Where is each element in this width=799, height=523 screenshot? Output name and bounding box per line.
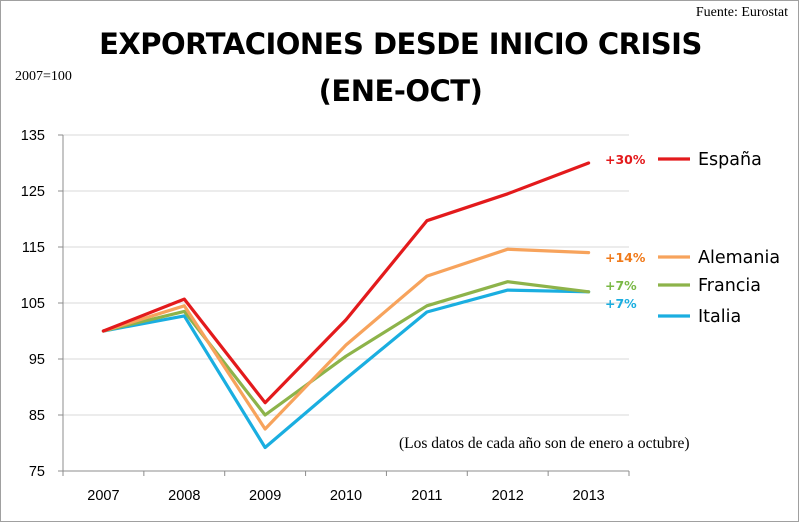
change-label: +14% bbox=[605, 250, 646, 265]
change-label: +7% bbox=[605, 278, 637, 293]
change-label: +30% bbox=[605, 152, 646, 167]
legend-label: España bbox=[698, 150, 762, 170]
source-label: Fuente: Eurostat bbox=[695, 5, 788, 20]
x-tick-label: 2009 bbox=[249, 488, 281, 504]
x-tick-label: 2012 bbox=[492, 488, 524, 504]
series-line-espana bbox=[101, 161, 591, 405]
series-line-alemania bbox=[101, 247, 591, 431]
change-labels: +30% +14% +7% +7% bbox=[605, 152, 646, 311]
legend-label: Francia bbox=[698, 276, 761, 296]
y-tick-label: 135 bbox=[21, 128, 45, 144]
y-tick-label: 115 bbox=[22, 240, 45, 256]
series-line-italia bbox=[101, 288, 591, 450]
legend: España Alemania Francia Italia bbox=[658, 150, 780, 327]
x-tick-label: 2010 bbox=[330, 488, 362, 504]
y-tick-label: 75 bbox=[29, 464, 45, 480]
chart-title-line2: (ENE-OCT) bbox=[318, 74, 483, 108]
gridlines bbox=[63, 134, 629, 416]
axes: 75 85 95 105 115 125 135 2007 2008 2009 2010 2011 20… bbox=[21, 128, 630, 504]
series-lines bbox=[101, 161, 591, 450]
x-tick-label: 2007 bbox=[87, 488, 119, 504]
x-tick-label: 2008 bbox=[168, 488, 200, 504]
y-axis-base-label: 2007=100 bbox=[15, 69, 72, 84]
chart-title-line1: EXPORTACIONES DESDE INICIO CRISIS bbox=[99, 27, 702, 61]
y-tick-label: 125 bbox=[21, 184, 45, 200]
y-tick-label: 85 bbox=[29, 408, 45, 424]
legend-label: Italia bbox=[698, 307, 741, 327]
x-tick-label: 2013 bbox=[572, 488, 604, 504]
legend-label: Alemania bbox=[698, 248, 780, 268]
series-line-francia bbox=[101, 280, 591, 417]
change-label: +7% bbox=[605, 296, 637, 311]
chart-note: (Los datos de cada año son de enero a oc… bbox=[399, 435, 690, 452]
y-tick-label: 105 bbox=[21, 296, 45, 312]
y-tick-label: 95 bbox=[29, 352, 45, 368]
x-tick-label: 2011 bbox=[411, 488, 442, 504]
